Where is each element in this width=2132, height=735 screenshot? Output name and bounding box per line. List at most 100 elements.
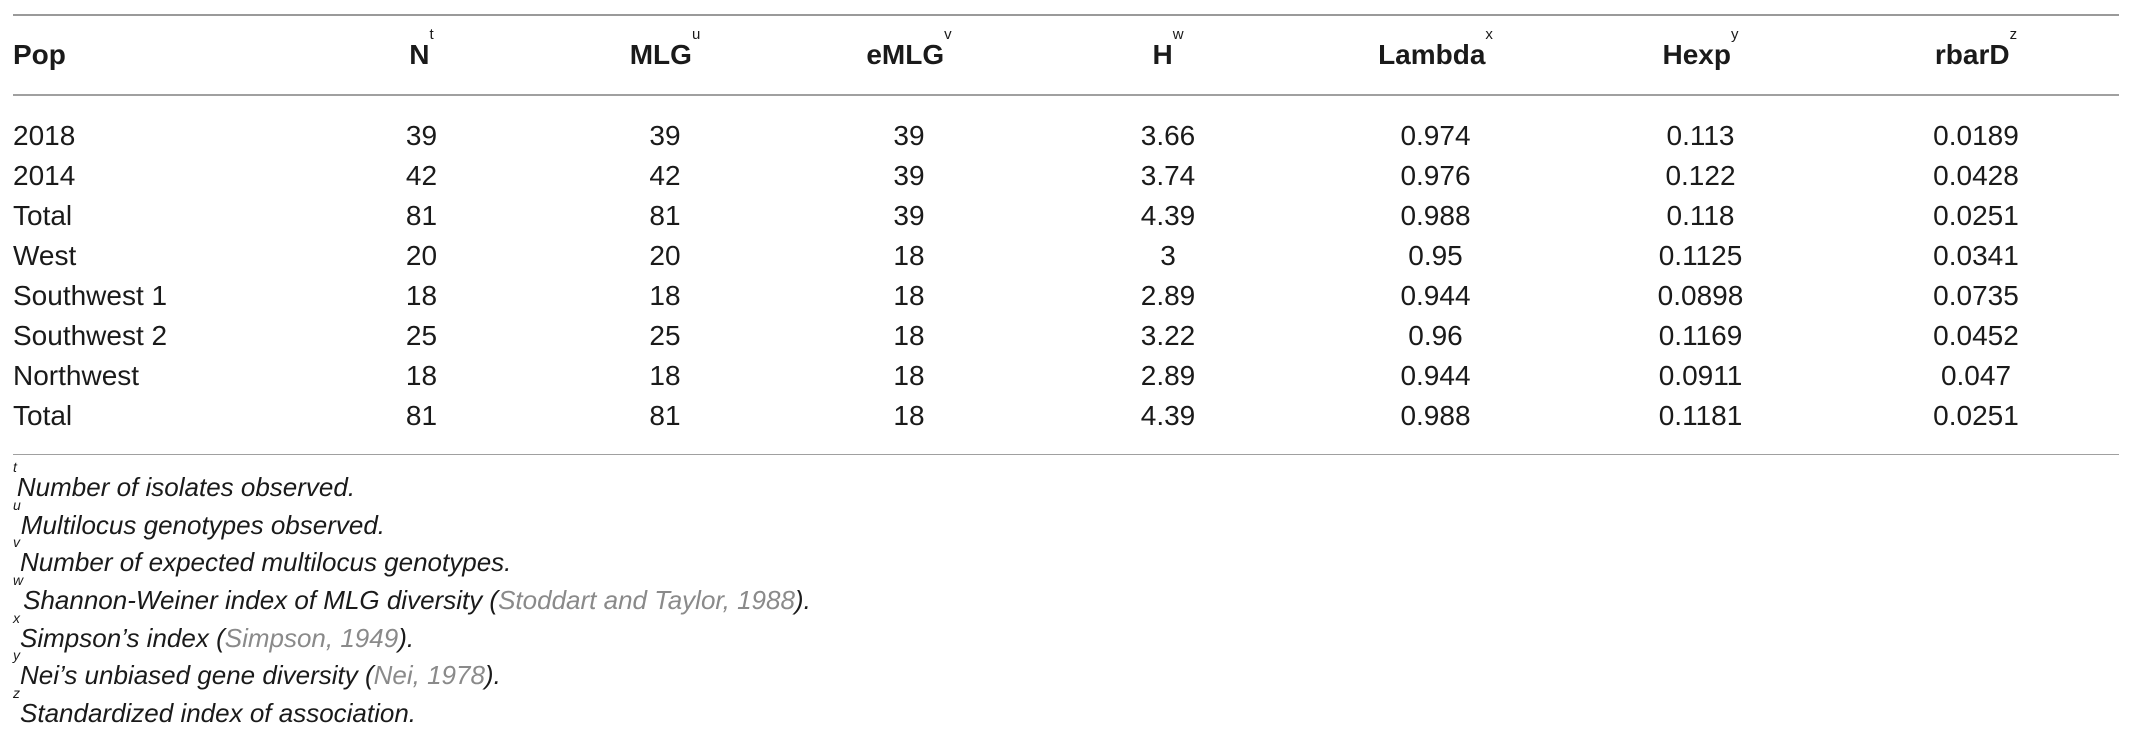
cell-n: 81: [405, 399, 438, 431]
cell-pop: Northwest: [13, 359, 140, 391]
footnote-text: Nei’s unbiased gene diversity (: [20, 660, 374, 691]
cell-pop: Total: [13, 199, 73, 231]
cell-emlg: 39: [893, 199, 925, 231]
cell-hexp: 0.1125: [1658, 239, 1743, 271]
cell-n: 20: [405, 239, 438, 271]
cell-pop: 2014: [13, 159, 76, 191]
header-emlg: eMLGv: [866, 26, 952, 70]
cell-hexp: 0.0898: [1657, 279, 1744, 311]
footnotes: tNumber of isolates observed. uMultilocus…: [13, 460, 2119, 733]
cell-n: 18: [405, 279, 438, 311]
cell-hexp: 0.118: [1666, 199, 1735, 231]
cell-mlg: 81: [649, 399, 681, 431]
cell-emlg: 39: [893, 159, 925, 191]
cell-lambda: 0.976: [1400, 159, 1471, 191]
table-row: Northwest 18 18 18 2.89 0.944 0.0911 0.047: [13, 356, 2119, 396]
bottom-rule: [13, 453, 2119, 455]
citation-link[interactable]: Nei, 1978: [373, 660, 485, 691]
cell-hexp: 0.1169: [1658, 319, 1743, 351]
cell-lambda: 0.96: [1408, 319, 1463, 351]
header-hexp: Hexpy: [1662, 26, 1739, 70]
header-rule: [13, 94, 2119, 96]
footnote: zStandardized index of association.: [13, 686, 2119, 733]
cell-rbard: 0.0189: [1933, 119, 2019, 151]
cell-h: 3.74: [1140, 159, 1196, 191]
cell-n: 81: [405, 199, 438, 231]
cell-pop: Southwest 2: [13, 319, 168, 351]
cell-h: 3.22: [1140, 319, 1196, 351]
footnote-text: Simpson’s index (: [20, 622, 225, 653]
header-rbard: rbarDz: [1934, 26, 2018, 70]
cell-lambda: 0.988: [1400, 199, 1471, 231]
cell-emlg: 18: [893, 399, 925, 431]
footnote: tNumber of isolates observed.: [13, 460, 2119, 507]
cell-emlg: 18: [893, 239, 925, 271]
footnote: vNumber of expected multilocus genotypes…: [13, 535, 2119, 582]
cell-hexp: 0.0911: [1658, 359, 1743, 391]
cell-h: 2.89: [1140, 359, 1196, 391]
cell-emlg: 18: [893, 279, 925, 311]
cell-n: 39: [405, 119, 438, 151]
header-mlg: MLGu: [629, 26, 701, 70]
footnote-text: Number of expected multilocus genotypes.: [20, 547, 512, 578]
table-row: Total 81 81 39 4.39 0.988 0.118 0.0251: [13, 196, 2119, 236]
table-body: 2018 39 39 39 3.66 0.974 0.113 0.0189 2014 42 42 39…: [13, 96, 2119, 454]
cell-mlg: 42: [649, 159, 681, 191]
cell-rbard: 0.0735: [1933, 279, 2019, 311]
cell-lambda: 0.944: [1400, 279, 1471, 311]
cell-rbard: 0.0452: [1933, 319, 2019, 351]
cell-h: 4.39: [1140, 199, 1196, 231]
cell-lambda: 0.95: [1408, 239, 1463, 271]
cell-n: 42: [405, 159, 438, 191]
footnote: wShannon-Weiner index of MLG diversity (…: [13, 573, 2119, 620]
cell-mlg: 25: [649, 319, 681, 351]
cell-rbard: 0.0251: [1933, 399, 2019, 431]
cell-emlg: 18: [893, 319, 925, 351]
cell-h: 3.66: [1140, 119, 1196, 151]
cell-mlg: 18: [649, 359, 681, 391]
cell-lambda: 0.944: [1400, 359, 1471, 391]
footnote-mark: u: [13, 496, 21, 513]
header-h: Hw: [1152, 26, 1184, 70]
cell-rbard: 0.0341: [1933, 239, 2019, 271]
cell-hexp: 0.1181: [1658, 399, 1743, 431]
cell-n: 25: [405, 319, 438, 351]
footnote-mark: x: [13, 609, 20, 626]
table-row: 2014 42 42 39 3.74 0.976 0.122 0.0428: [13, 156, 2119, 196]
footnote: xSimpson’s index (Simpson, 1949).: [13, 611, 2119, 658]
table-row: 2018 39 39 39 3.66 0.974 0.113 0.0189: [13, 116, 2119, 156]
footnote: uMultilocus genotypes observed.: [13, 498, 2119, 545]
footnote: yNei’s unbiased gene diversity (Nei, 197…: [13, 648, 2119, 695]
cell-mlg: 81: [649, 199, 681, 231]
cell-h: 2.89: [1140, 279, 1196, 311]
citation-link[interactable]: Simpson, 1949: [224, 622, 399, 653]
footnote-mark: w: [13, 572, 24, 589]
citation-link[interactable]: Stoddart and Taylor, 1988: [498, 585, 795, 616]
cell-pop: Southwest 1: [13, 279, 168, 311]
table-row: Southwest 1 18 18 18 2.89 0.944 0.0898 0.0735: [13, 276, 2119, 316]
cell-lambda: 0.988: [1400, 399, 1471, 431]
table-row: Southwest 2 25 25 18 3.22 0.96 0.1169 0.0452: [13, 316, 2119, 356]
footnote-text: Multilocus genotypes observed.: [20, 509, 385, 540]
footnote-mark: v: [13, 534, 20, 551]
cell-rbard: 0.0428: [1933, 159, 2019, 191]
cell-pop: 2018: [13, 119, 76, 151]
table-row: West 20 20 18 3 0.95 0.1125 0.0341: [13, 236, 2119, 276]
cell-h: 4.39: [1140, 399, 1196, 431]
cell-hexp: 0.113: [1666, 119, 1735, 151]
footnote-text-end: ).: [398, 622, 415, 653]
footnote-text: Number of isolates observed.: [16, 472, 356, 502]
header-lambda: Lambdax: [1378, 26, 1493, 70]
diversity-table: Pop Nt MLGu eMLGv Hw Lambdax Hexpy rbarD…: [13, 16, 2119, 454]
footnote-mark: z: [13, 685, 20, 702]
header-n: Nt: [409, 26, 434, 70]
cell-emlg: 39: [893, 119, 925, 151]
table-row: Total 81 81 18 4.39 0.988 0.1181 0.0251: [13, 396, 2119, 436]
footnote-text: Standardized index of association.: [20, 698, 417, 729]
footnote-text-end: ).: [794, 585, 811, 616]
cell-emlg: 18: [893, 359, 925, 391]
cell-rbard: 0.047: [1940, 359, 2012, 391]
cell-pop: Total: [13, 399, 73, 431]
cell-mlg: 39: [649, 119, 681, 151]
cell-lambda: 0.974: [1400, 119, 1471, 151]
